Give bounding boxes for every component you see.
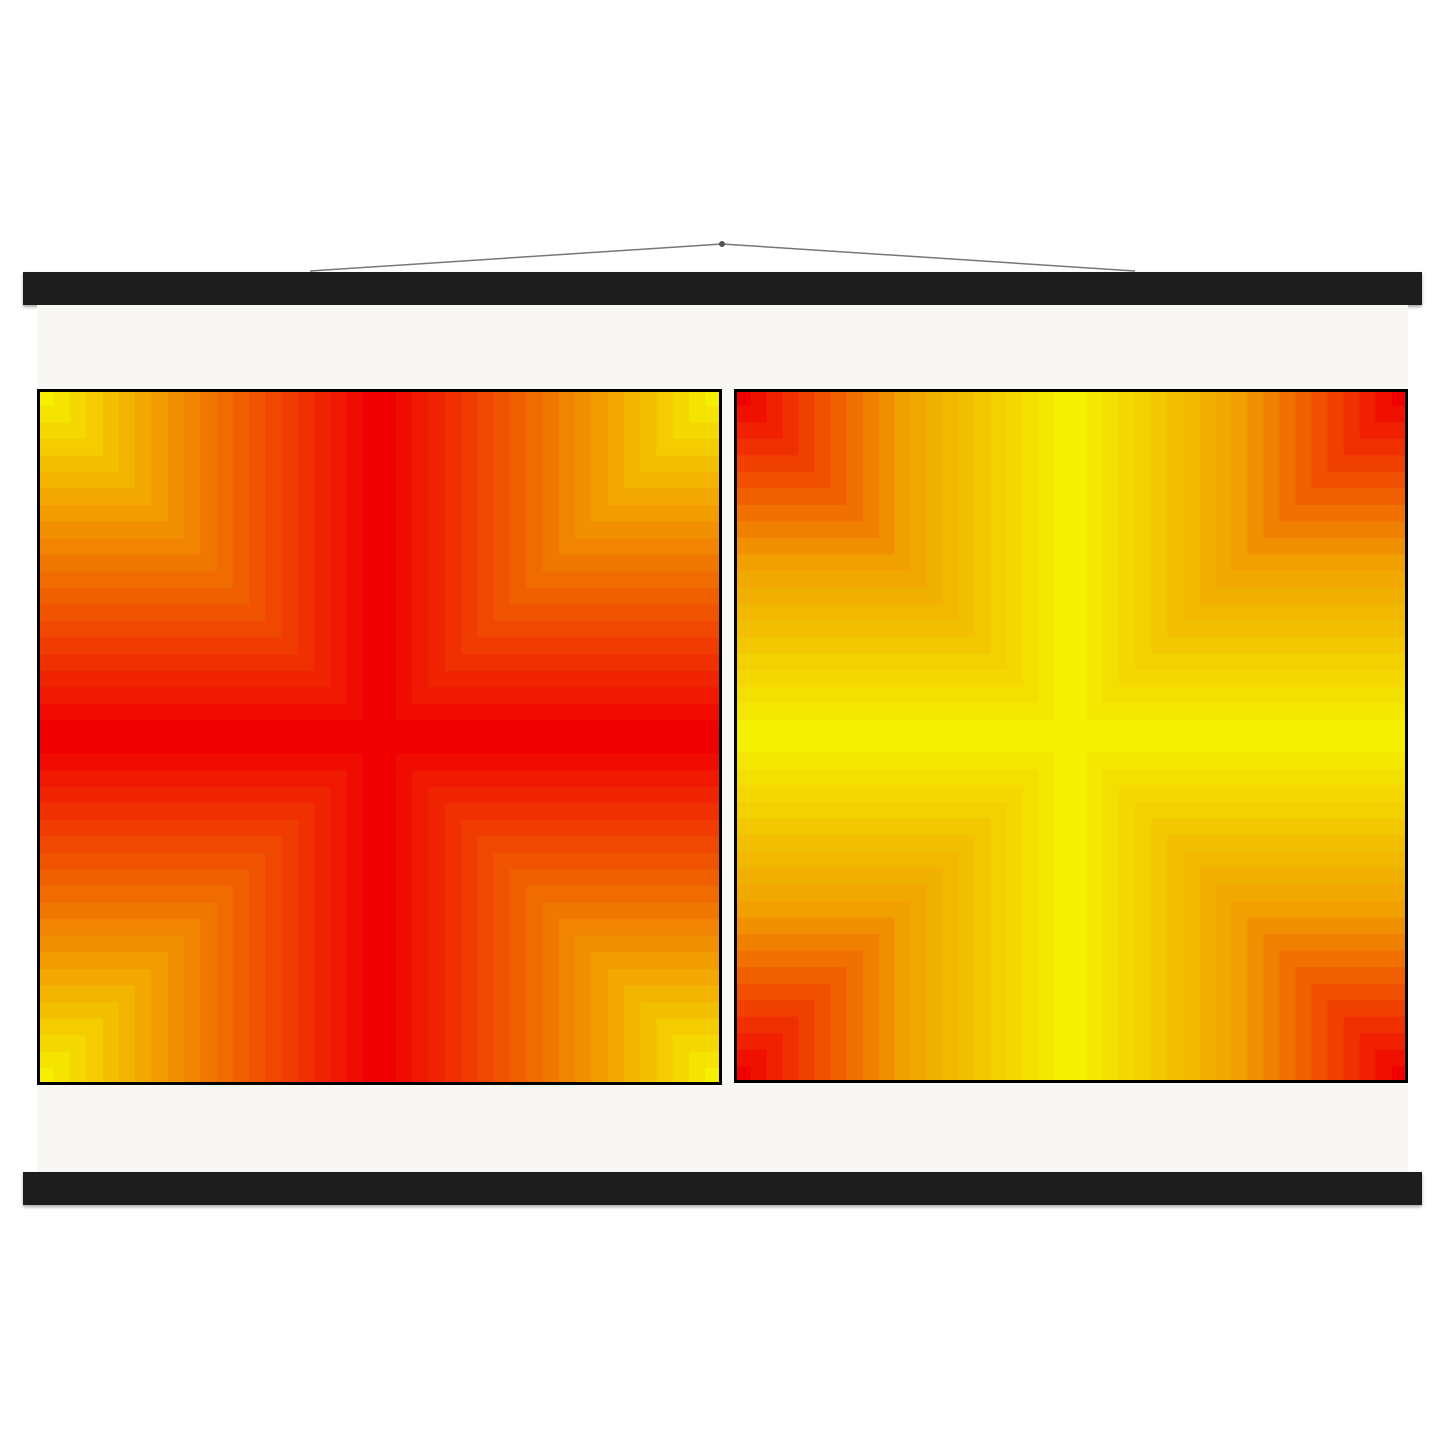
gradient-band <box>1391 392 1405 406</box>
gradient-band <box>705 392 719 406</box>
gradient-band <box>737 1066 751 1080</box>
top-hanger-bar <box>23 272 1422 305</box>
bottom-hanger-bar <box>23 1172 1422 1205</box>
gradient-band <box>737 392 751 406</box>
right-artwork-panel <box>734 389 1408 1083</box>
gradient-band <box>705 1068 719 1082</box>
left-artwork-panel <box>37 389 722 1085</box>
hanger-string <box>309 241 1136 272</box>
gradient-band <box>40 1068 54 1082</box>
gradient-band <box>1391 1066 1405 1080</box>
gradient-band <box>40 392 54 406</box>
